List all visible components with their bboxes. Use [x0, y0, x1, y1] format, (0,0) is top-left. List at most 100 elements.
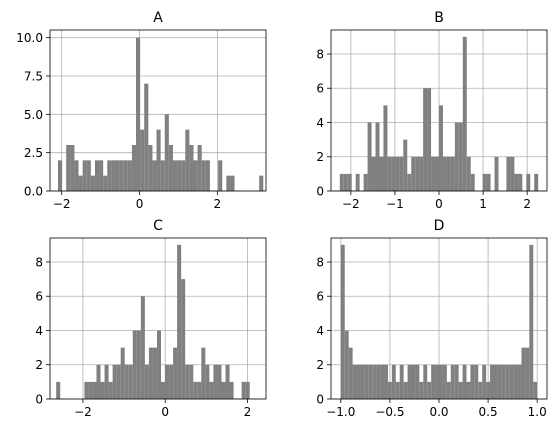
- histogram-bar: [375, 122, 380, 191]
- histogram-bar: [339, 173, 344, 191]
- histogram-bar: [84, 381, 89, 399]
- histogram-bar: [458, 122, 463, 191]
- histogram-bar: [470, 364, 475, 399]
- y-tick-label: 0: [316, 185, 324, 199]
- x-tick-label: 1: [479, 197, 487, 211]
- histogram-bar: [230, 175, 235, 191]
- histogram-bar: [407, 173, 412, 191]
- histogram-bar: [486, 173, 491, 191]
- histogram-bar: [356, 364, 361, 399]
- y-tick-label: 6: [316, 290, 324, 304]
- histogram-bar: [462, 36, 467, 192]
- histogram-bar: [189, 364, 194, 399]
- histogram-bar: [169, 364, 174, 399]
- histogram-bar: [197, 145, 202, 191]
- histogram-bar: [355, 173, 360, 191]
- histogram-bar: [363, 173, 368, 191]
- histogram-bar: [104, 364, 109, 399]
- histogram-bar: [494, 156, 499, 191]
- histogram-bars: [340, 244, 538, 399]
- histogram-bar: [111, 160, 116, 191]
- x-tick-label: 0: [136, 197, 144, 211]
- histogram-bar: [119, 160, 124, 191]
- histogram-bar: [116, 364, 121, 399]
- histogram-bar: [225, 364, 230, 399]
- histogram-bar: [525, 347, 530, 399]
- x-tick-label: −2: [74, 405, 92, 419]
- histogram-bar: [66, 145, 71, 191]
- histogram-bar: [383, 105, 388, 191]
- histogram-bar: [391, 156, 396, 191]
- x-tick-label: 1.0: [528, 405, 547, 419]
- histogram-bar: [347, 173, 352, 191]
- histogram-bar: [423, 88, 428, 191]
- histogram-bar: [403, 381, 408, 399]
- histogram-bar: [131, 145, 137, 191]
- histogram-bar: [343, 173, 348, 191]
- histogram-bar: [193, 160, 198, 191]
- histogram-bar: [185, 364, 190, 399]
- histogram-bar: [360, 364, 365, 399]
- x-tick-label: 0.0: [429, 405, 448, 419]
- histogram-bar: [160, 160, 165, 191]
- x-tick-label: 2: [523, 197, 531, 211]
- histogram-bar: [399, 364, 404, 399]
- histogram-bar: [173, 347, 178, 399]
- histogram-bar: [348, 347, 353, 399]
- histogram-bar: [435, 364, 439, 399]
- histogram-bar: [115, 160, 120, 191]
- histogram-bar: [103, 175, 108, 191]
- histogram-bar: [340, 244, 345, 399]
- y-tick-label: 2: [316, 358, 324, 372]
- histogram-bar: [466, 156, 471, 191]
- histogram-bar: [510, 156, 515, 191]
- histogram-bar: [148, 347, 153, 399]
- histogram-bar: [506, 156, 511, 191]
- y-tick-label: 0: [35, 393, 43, 407]
- y-tick-label: 4: [35, 324, 43, 338]
- panel-title: C: [153, 218, 163, 234]
- histogram-bar: [521, 347, 526, 399]
- y-tick-label: 2: [316, 150, 324, 164]
- histogram-bar: [144, 83, 149, 191]
- y-tick-label: 10.0: [16, 31, 43, 45]
- histogram-bar: [439, 105, 443, 191]
- histogram-bar: [132, 330, 137, 399]
- panel-title: D: [434, 218, 445, 234]
- histogram-bar: [164, 114, 169, 191]
- y-tick-label: 8: [316, 47, 324, 61]
- histogram-bar: [205, 364, 210, 399]
- x-tick-label: 0: [161, 405, 169, 419]
- histogram-bar: [403, 139, 408, 191]
- histogram-bar: [123, 160, 128, 191]
- histogram-bar: [379, 156, 384, 191]
- histogram-bar: [136, 330, 141, 399]
- histogram-bar: [221, 381, 226, 399]
- histogram-bar: [90, 175, 95, 191]
- histogram-bar: [482, 364, 487, 399]
- y-tick-label: 0.0: [24, 185, 43, 199]
- histogram-bar: [181, 160, 186, 191]
- histogram-bar: [419, 156, 424, 191]
- histogram-bar: [513, 364, 518, 399]
- histogram-bar: [439, 364, 443, 399]
- histogram-bar: [368, 364, 373, 399]
- histogram-bar: [493, 364, 498, 399]
- histogram-bar: [442, 156, 447, 191]
- histogram-panel-d: −1.0 −0.5 0.0 0.5 1.0 0 2 4 6 8 D: [316, 218, 548, 419]
- histogram-bar: [57, 160, 63, 191]
- histogram-bar: [450, 156, 455, 191]
- histogram-bar: [124, 364, 129, 399]
- histogram-bar: [161, 381, 166, 399]
- y-tick-label: 2.5: [24, 146, 43, 160]
- histogram-bar: [423, 364, 428, 399]
- histogram-bar: [140, 129, 145, 191]
- histogram-bar: [217, 364, 222, 399]
- histogram-bar: [108, 381, 113, 399]
- axes-frame: [49, 237, 267, 400]
- histogram-bar: [92, 381, 97, 399]
- histogram-bar: [352, 364, 357, 399]
- histogram-bar: [96, 364, 101, 399]
- histogram-bar: [136, 37, 141, 191]
